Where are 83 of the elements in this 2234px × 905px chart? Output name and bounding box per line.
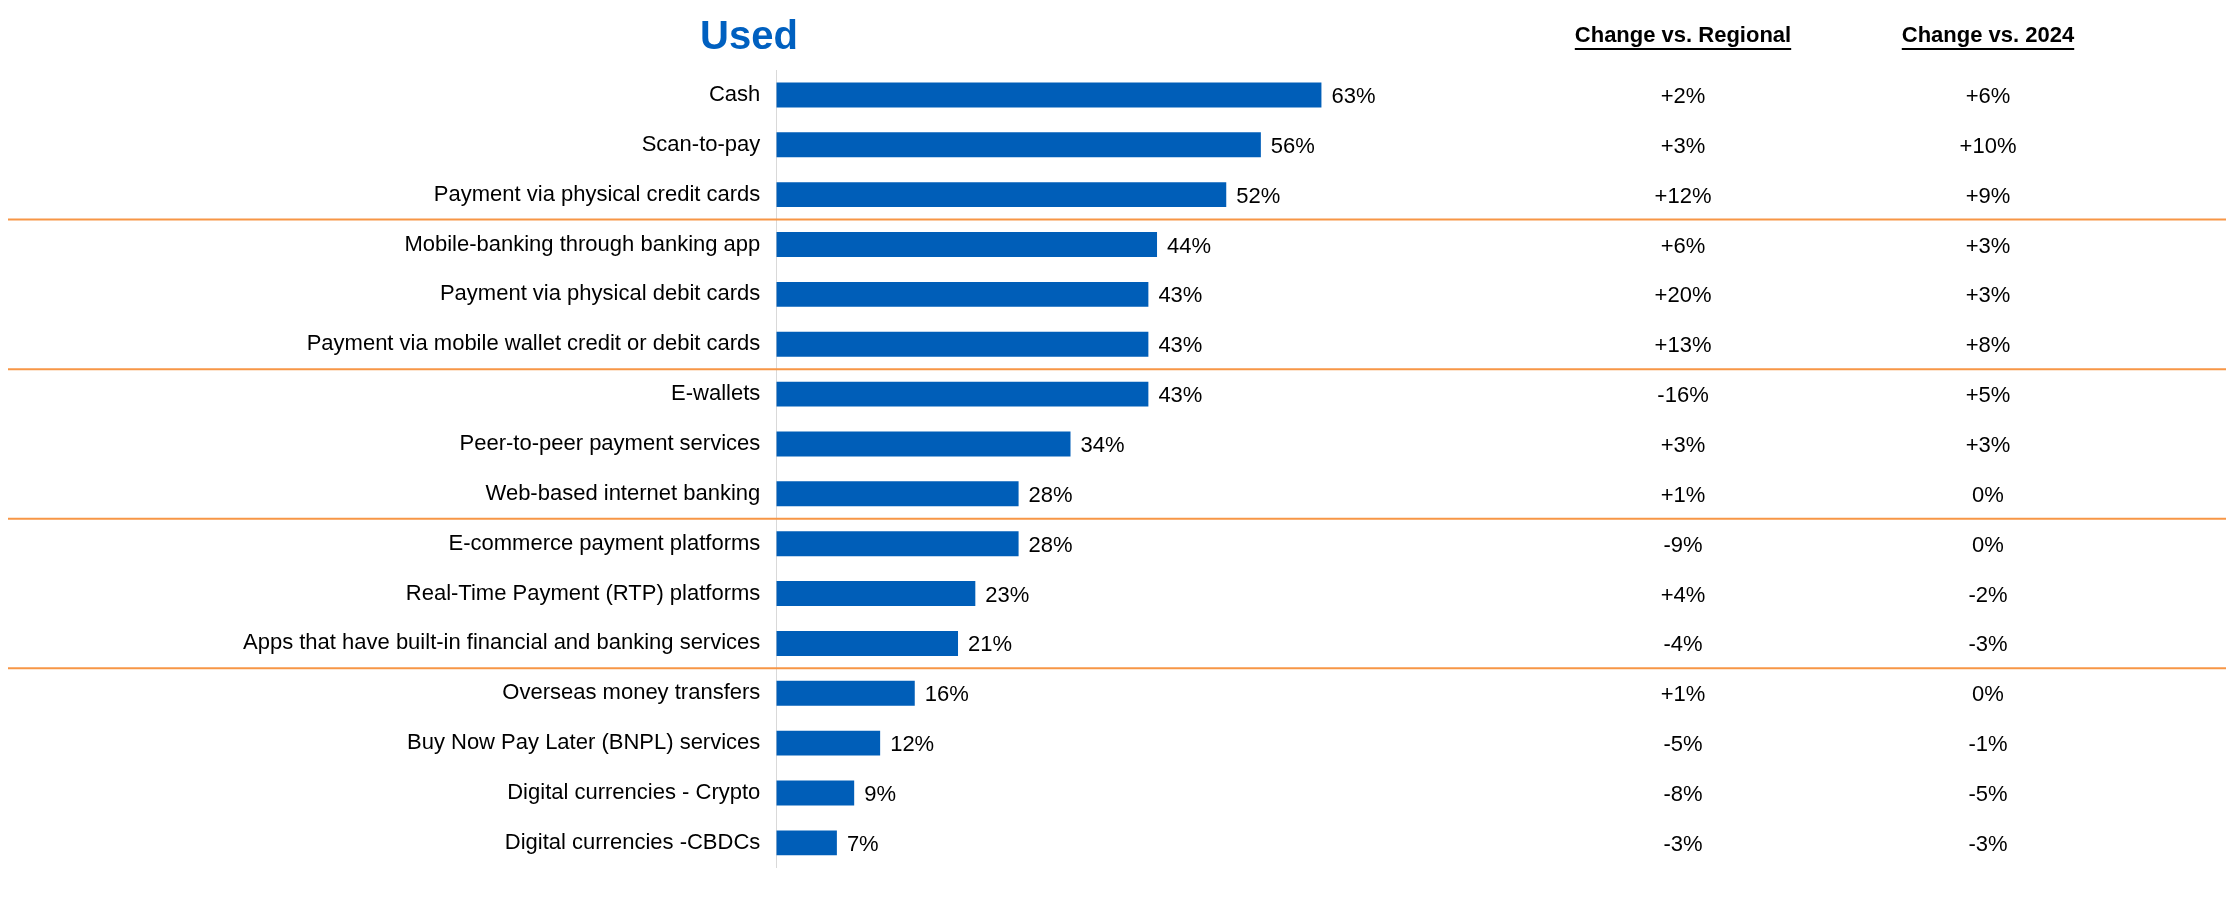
bar: [776, 481, 1019, 507]
bar: [776, 381, 1149, 407]
text: -5%: [1663, 731, 1703, 757]
y-tick-label: Apps that have built-in financial and banking services: [243, 629, 761, 655]
text: +20%: [1654, 282, 1712, 308]
text: -8%: [1663, 781, 1703, 807]
text: +4%: [1660, 581, 1706, 607]
bar: [776, 630, 959, 656]
text: +10%: [1959, 132, 2017, 158]
data-label: 44%: [1167, 232, 1212, 258]
bar: [776, 531, 1019, 557]
text: +8%: [1965, 332, 2011, 358]
text: 0%: [1972, 681, 2004, 707]
text: +3%: [1660, 432, 1706, 458]
text: Change vs. Regional: [1574, 22, 1792, 48]
text: +12%: [1654, 182, 1712, 208]
text: +1%: [1660, 481, 1706, 507]
text: +13%: [1654, 332, 1712, 358]
text: +6%: [1965, 82, 2011, 108]
data-label: 16%: [924, 681, 969, 707]
text: +2%: [1660, 82, 1706, 108]
bar: [776, 680, 915, 706]
text: -9%: [1663, 531, 1703, 557]
bar: [776, 331, 1149, 357]
y-tick-label: Overseas money transfers: [502, 679, 761, 705]
data-label: 23%: [985, 581, 1030, 607]
data-label: 52%: [1236, 182, 1281, 208]
data-label: 9%: [864, 781, 896, 807]
y-tick-label: Web-based internet banking: [485, 479, 761, 505]
text: +9%: [1965, 182, 2011, 208]
bar: [776, 182, 1227, 208]
data-label: 43%: [1158, 382, 1203, 408]
y-tick-label: Cash: [708, 80, 761, 106]
y-tick-label: Real-Time Payment (RTP) platforms: [405, 579, 761, 605]
bar: [776, 830, 837, 856]
text: -3%: [1663, 830, 1703, 856]
y-tick-label: Peer-to-peer payment services: [459, 430, 761, 456]
bar: [776, 431, 1071, 457]
y-tick-label: Payment via physical debit cards: [439, 280, 761, 306]
data-label: 63%: [1331, 82, 1376, 108]
data-label: 7%: [846, 830, 879, 856]
y-tick-label: Payment via physical credit cards: [433, 180, 761, 206]
text: -3%: [1968, 631, 2008, 657]
text: 0%: [1972, 481, 2004, 507]
bar: [776, 82, 1322, 108]
text: +3%: [1965, 432, 2011, 458]
data-label: 21%: [968, 631, 1013, 657]
text: Change vs. 2024: [1901, 22, 2075, 48]
text: +6%: [1660, 232, 1706, 258]
text: +3%: [1660, 132, 1706, 158]
text: +5%: [1965, 382, 2011, 408]
y-tick-label: Buy Now Pay Later (BNPL) services: [406, 729, 761, 755]
y-tick-label: Digital currencies -CBDCs: [504, 828, 761, 854]
data-label: 43%: [1158, 282, 1203, 308]
text: +3%: [1965, 232, 2011, 258]
y-tick-label: E-commerce payment platforms: [448, 529, 761, 555]
data-label: 12%: [890, 731, 935, 757]
y-tick-label: E-wallets: [671, 380, 761, 406]
text: -3%: [1968, 830, 2008, 856]
y-tick-label: Scan-to-pay: [641, 130, 761, 156]
chart-title: Used: [700, 13, 798, 58]
text: -16%: [1657, 382, 1709, 408]
y-tick-label: Digital currencies - Crypto: [507, 779, 761, 805]
y-tick-label: Mobile-banking through banking app: [404, 230, 761, 256]
data-label: 43%: [1158, 332, 1203, 358]
y-tick-label: Payment via mobile wallet credit or debit cards: [306, 330, 761, 356]
text: +3%: [1965, 282, 2011, 308]
text: -4%: [1663, 631, 1703, 657]
text: -2%: [1968, 581, 2008, 607]
bar: [776, 780, 855, 806]
bar: [776, 281, 1149, 307]
text: 0%: [1972, 531, 2004, 557]
text: +1%: [1660, 681, 1706, 707]
data-label: 56%: [1270, 132, 1315, 158]
bar: [776, 232, 1158, 257]
data-label: 28%: [1028, 531, 1073, 557]
bar: [776, 730, 881, 756]
data-label: 34%: [1080, 432, 1125, 458]
bar: [776, 132, 1261, 158]
bar: [776, 581, 976, 607]
data-label: 28%: [1028, 481, 1073, 507]
text: -5%: [1968, 781, 2008, 807]
text: -1%: [1968, 731, 2008, 757]
